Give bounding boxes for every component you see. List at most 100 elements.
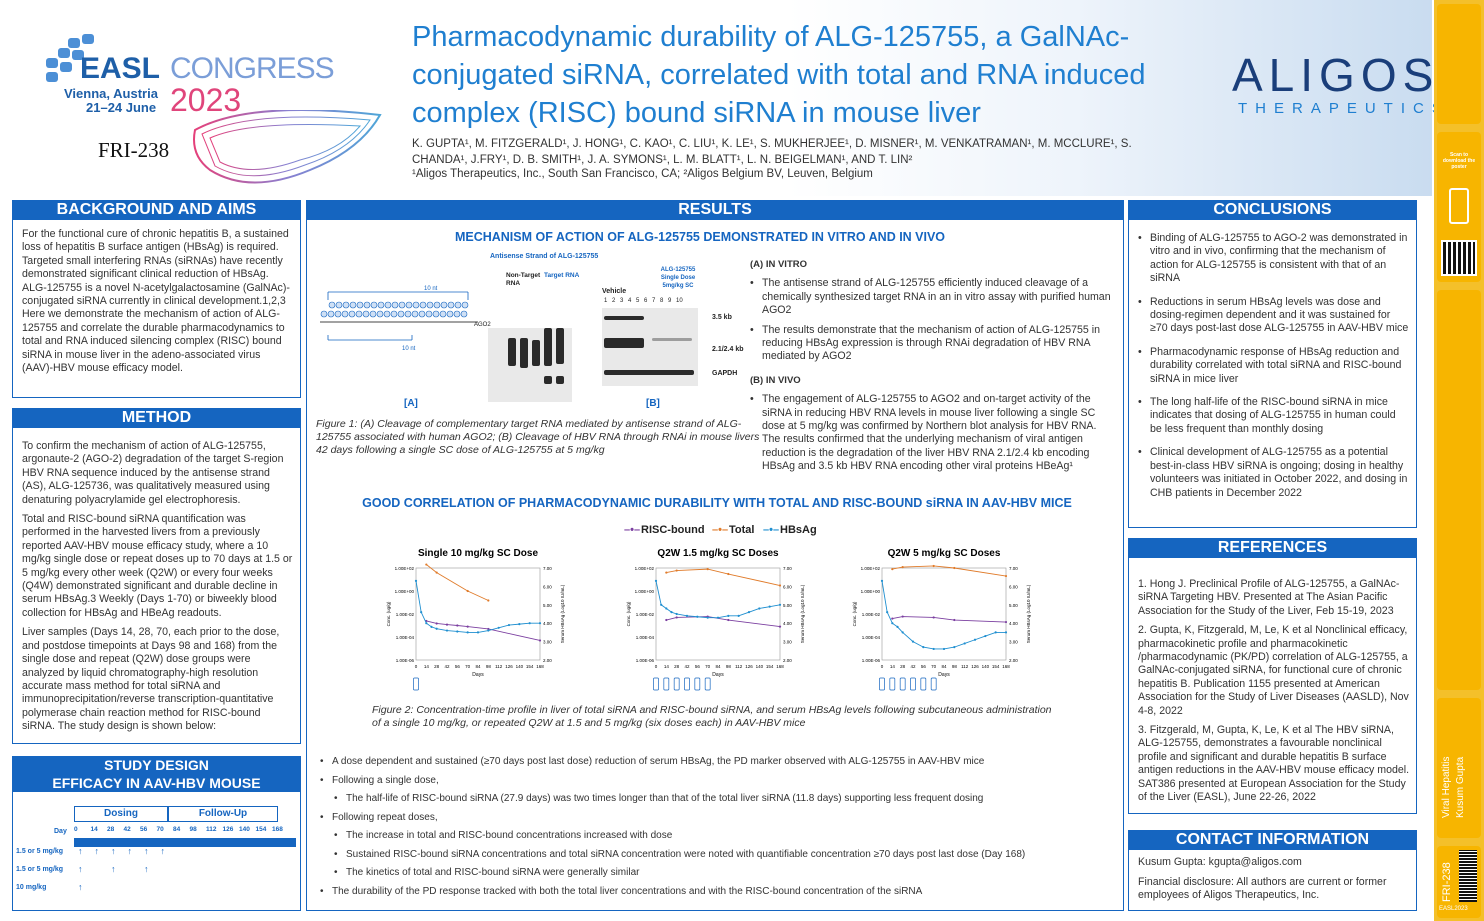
nucleotide-bead [439, 310, 447, 318]
data-point [466, 631, 469, 634]
nucleotide-bead [384, 301, 392, 309]
method-paragraph: Total and RISC-bound siRNA quantificatio… [22, 513, 293, 619]
x-tick-label: 154 [526, 664, 534, 669]
y-tick-label: 1.00E-06 [862, 658, 881, 663]
nucleotide-bead [327, 310, 335, 318]
chart-legend: –•– RISC-bound –•– Total –•– HBsAg [624, 524, 844, 540]
nucleotide-bead [433, 301, 441, 309]
dates-text: 21–24 June [86, 100, 157, 115]
result-bullet: Following repeat doses, [320, 812, 1110, 825]
qr-code-icon[interactable] [1441, 240, 1477, 276]
nucleotide-bead [341, 310, 349, 318]
nucleotide-bead [348, 310, 356, 318]
y-tick-label: 1.00E-02 [862, 612, 881, 617]
conclusions-heading: CONCLUSIONS [1128, 200, 1417, 220]
nucleotide-bead [390, 310, 398, 318]
contact-email[interactable]: Kusum Gupta: kgupta@aligos.com [1138, 856, 1302, 868]
chart-q2w-1-5mg: Q2W 1.5 mg/kg SC Doses 0 14 28 42 56 70 84 98 112… [626, 548, 805, 691]
x-tick-label: 126 [505, 664, 513, 669]
data-point [778, 603, 782, 606]
y-axis-label: Conc. (ug/g) [626, 601, 631, 626]
poster-id: FRI-238 [98, 138, 170, 162]
data-point [670, 611, 673, 614]
y2-axis-label: Serum HBsAg (Log10 IU/mL) [1026, 584, 1031, 643]
band-label: GAPDH [712, 370, 738, 377]
data-point [528, 622, 531, 625]
y-tick-label: 1.00E+00 [395, 589, 415, 594]
row-label: 1.5 or 5 mg/kg [16, 848, 64, 855]
day-tick: 0 [74, 826, 78, 833]
data-point [487, 627, 490, 631]
data-point [1004, 631, 1008, 634]
x-tick-label: 168 [776, 664, 784, 669]
y2-tick-label: 3.00 [783, 640, 792, 645]
download-box[interactable]: Scan to download the poster [1437, 132, 1481, 282]
dose-arrow-icon: ↑ [94, 846, 100, 856]
x-axis-label: Days [472, 672, 484, 678]
fig-b-label: [B] [646, 398, 660, 409]
nucleotide-bead [356, 301, 364, 309]
data-point [963, 642, 966, 645]
study-heading-line1: STUDY DESIGN [104, 757, 209, 773]
data-point [696, 615, 699, 618]
day-tick: 98 [189, 826, 197, 833]
day-tick: 154 [255, 826, 267, 833]
data-point [425, 622, 428, 625]
x-axis-label: Days [712, 672, 724, 678]
x-tick-label: 126 [971, 664, 979, 669]
data-point [445, 623, 449, 626]
figure-1-caption: Figure 1: (A) Cleavage of complementary … [316, 418, 760, 456]
syringe-icon [899, 677, 906, 691]
gel-band [544, 376, 552, 384]
y2-tick-label: 4.00 [1009, 621, 1018, 626]
nucleotide-bead [461, 301, 469, 309]
sirna-schematic [320, 291, 478, 341]
day-tick: 42 [123, 826, 131, 833]
syringe-icon [889, 677, 896, 691]
y-tick-label: 1.00E-04 [396, 635, 415, 640]
data-point [911, 640, 915, 643]
y2-tick-label: 4.00 [783, 621, 792, 626]
right-sidebar: Scan to download the poster Viral Hepati… [1434, 0, 1484, 921]
nucleotide-bead [440, 301, 448, 309]
sidebar-poster-id: FRI-238 [1441, 862, 1453, 902]
x-tick-label: 70 [931, 664, 937, 669]
series-line [892, 565, 1007, 577]
chart-single-10mg: Single 10 mg/kg SC Dose 0 14 28 42 56 70 84 98 11… [386, 548, 565, 691]
gel-b-lanes: 1 2 3 4 5 6 7 8 9 10 [604, 298, 683, 304]
dosing-box: Dosing [74, 806, 168, 822]
study-heading-line2: EFFICACY IN AAV-HBV MOUSE [52, 775, 261, 791]
hex-icon [58, 48, 70, 58]
syringe-icon [673, 677, 680, 691]
method-heading: METHOD [12, 408, 301, 428]
x-tick-label: 168 [536, 664, 544, 669]
x-tick-label: 126 [745, 664, 753, 669]
data-point [675, 616, 678, 619]
data-point [896, 625, 899, 628]
y-tick-label: 1.00E-02 [636, 612, 655, 617]
y2-tick-label: 5.00 [543, 603, 552, 608]
result-bullet: The durability of the PD response tracke… [320, 886, 1110, 899]
references-heading: REFERENCES [1128, 538, 1417, 558]
day-tick: 28 [107, 826, 115, 833]
result-sub-bullet: Sustained RISC-bound siRNA concentration… [334, 849, 1110, 862]
data-point [716, 616, 720, 619]
conclusion-item: Binding of ALG-125755 to AGO-2 was demon… [1138, 232, 1410, 286]
conclusion-item: The long half-life of the RISC-bound siR… [1138, 396, 1410, 436]
syringe-icon [910, 677, 916, 691]
dose-arrow-icon: ↑ [78, 864, 83, 874]
method-paragraph: Liver samples (Days 14, 28, 70, each pri… [22, 626, 280, 733]
hex-icon [68, 38, 80, 48]
plot-frame [655, 567, 781, 661]
hex-icon [82, 34, 94, 44]
day-tick: 70 [156, 826, 164, 833]
nucleotide-bead [398, 301, 406, 309]
syringe-icon [879, 677, 885, 691]
data-point [901, 565, 904, 569]
day-tick: 126 [222, 826, 234, 833]
x-tick-label: 112 [961, 664, 969, 669]
nucleotide-bead [355, 310, 363, 318]
data-point [414, 579, 418, 582]
poster-sustainability-badge [1437, 4, 1481, 124]
x-tick-label: 84 [475, 664, 481, 669]
